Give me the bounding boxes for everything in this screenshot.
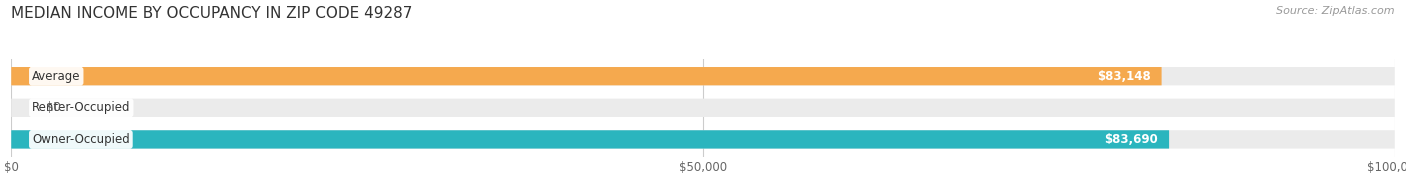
Text: Renter-Occupied: Renter-Occupied <box>32 101 131 114</box>
Text: MEDIAN INCOME BY OCCUPANCY IN ZIP CODE 49287: MEDIAN INCOME BY OCCUPANCY IN ZIP CODE 4… <box>11 6 412 21</box>
Text: Source: ZipAtlas.com: Source: ZipAtlas.com <box>1277 6 1395 16</box>
Text: $83,690: $83,690 <box>1104 133 1159 146</box>
Text: Owner-Occupied: Owner-Occupied <box>32 133 129 146</box>
FancyBboxPatch shape <box>11 67 1161 85</box>
FancyBboxPatch shape <box>11 99 1395 117</box>
FancyBboxPatch shape <box>11 130 1170 149</box>
Text: $0: $0 <box>46 101 60 114</box>
Text: Average: Average <box>32 70 80 83</box>
FancyBboxPatch shape <box>11 67 1395 85</box>
FancyBboxPatch shape <box>11 130 1395 149</box>
Text: $83,148: $83,148 <box>1097 70 1150 83</box>
